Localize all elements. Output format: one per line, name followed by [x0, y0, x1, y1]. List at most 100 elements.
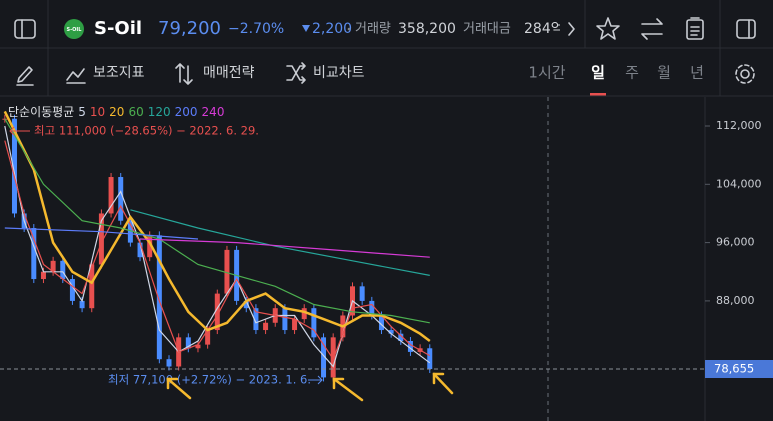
- memo-icon[interactable]: [686, 19, 704, 40]
- price: 79,200: [158, 18, 221, 39]
- indicator-icon[interactable]: [66, 68, 86, 84]
- legend-entry: 120: [148, 105, 171, 119]
- volume-label: 거래량: [355, 22, 391, 37]
- moving-average: [139, 238, 430, 258]
- swap-icon[interactable]: [641, 18, 663, 40]
- candle: [156, 235, 162, 360]
- period-tab[interactable]: 1시간: [528, 64, 565, 82]
- amount-label: 거래대금: [463, 22, 511, 37]
- icon-part: [690, 17, 700, 36]
- y-tick-label: 104,000: [716, 177, 762, 190]
- compare-icon[interactable]: [286, 62, 306, 84]
- current-price-box: [705, 360, 773, 379]
- candle: [378, 315, 384, 331]
- legend-entry: 200: [175, 105, 198, 119]
- settings-icon[interactable]: [740, 69, 750, 79]
- annotation-arrow: [317, 375, 323, 385]
- candle: [321, 337, 327, 378]
- annotation-arrow: [9, 126, 15, 136]
- legend: 단순이동평균 5 10 20 60 120 200 240: [8, 105, 224, 119]
- header: S-OIL S-Oil 79,200 −2.70% 2,200 거래량 358,…: [0, 0, 773, 96]
- candle: [292, 319, 298, 331]
- highlight-arrow-head: [432, 372, 445, 385]
- candle: [263, 322, 269, 331]
- volume: 358,200: [398, 21, 456, 37]
- highlight-arrow-head: [166, 377, 179, 390]
- toolbar: 보조지표 매매전략 비교차트 1시간 일 주 월 년: [0, 62, 773, 97]
- period-tab[interactable]: 일: [591, 64, 605, 82]
- period-tab[interactable]: 주: [625, 64, 639, 82]
- sidebar-toggle[interactable]: [14, 19, 36, 39]
- candle: [205, 330, 211, 345]
- change: 2,200: [312, 21, 352, 37]
- moving-average: [4, 118, 430, 324]
- candle: [40, 271, 46, 280]
- highlight-arrow: [332, 377, 364, 402]
- candle: [31, 228, 37, 280]
- candle: [282, 308, 288, 331]
- scroll-right[interactable]: [568, 22, 575, 36]
- min-annotation: 최저 77,100 (+2.72%) − 2023. 1. 6.: [108, 373, 311, 387]
- candle: [137, 242, 143, 258]
- candle: [69, 279, 75, 301]
- candle: [118, 177, 124, 221]
- highlight-arrow-head: [332, 377, 345, 390]
- icon-part: [735, 64, 755, 84]
- moving-average: [130, 209, 430, 276]
- tool-label[interactable]: 매매전략: [203, 65, 255, 81]
- period-tab[interactable]: 년: [690, 64, 704, 82]
- amount: 284억: [524, 21, 564, 37]
- moving-average: [4, 140, 431, 361]
- logo-text: S-OIL: [67, 27, 83, 33]
- legend-entry: 60: [128, 105, 143, 119]
- candle: [224, 249, 230, 294]
- tool-label[interactable]: 보조지표: [93, 65, 145, 81]
- max-annotation: 최고 111,000 (−28.65%) − 2022. 6. 29.: [34, 124, 259, 138]
- favorite-icon[interactable]: [596, 17, 620, 40]
- candle: [330, 337, 336, 378]
- strategy-icon[interactable]: [175, 63, 193, 85]
- candle: [79, 300, 85, 309]
- candle: [108, 177, 114, 214]
- moving-average: [4, 125, 431, 368]
- candle: [89, 264, 95, 309]
- legend-entry: 240: [202, 105, 225, 119]
- chart: 112,000 104,000 96,000 88,000 단순이동평균 5 10 20 60 1…: [0, 97, 773, 421]
- candle: [253, 308, 259, 331]
- candle: [359, 286, 365, 301]
- candle: [398, 333, 404, 341]
- candle: [407, 340, 413, 352]
- candle: [301, 308, 307, 320]
- candle: [369, 300, 375, 316]
- candle: [98, 213, 104, 265]
- period-tabs: 1시간 일 주 월 년: [528, 64, 704, 96]
- highlight-arrow: [166, 377, 192, 400]
- y-tick-label: 96,000: [716, 236, 755, 249]
- panel-toggle[interactable]: [736, 19, 756, 39]
- candle: [147, 235, 153, 258]
- candle: [243, 300, 249, 309]
- candle: [388, 330, 394, 334]
- candle: [427, 348, 433, 370]
- current-price-label: 78,655: [714, 362, 754, 376]
- candle: [185, 337, 191, 349]
- legend-entry: 단순이동평균: [8, 105, 74, 119]
- highlight-arrow: [432, 372, 454, 395]
- legend-entry: 5: [78, 105, 86, 119]
- candle: [311, 308, 317, 338]
- moving-average: [4, 227, 199, 240]
- candle: [195, 344, 201, 349]
- legend-entry: 20: [109, 105, 124, 119]
- moving-average: [3, 110, 431, 342]
- tool-label[interactable]: 비교차트: [313, 65, 365, 81]
- stock-name: S-Oil: [94, 18, 142, 39]
- y-tick-label: 88,000: [716, 294, 755, 307]
- period-tab[interactable]: 월: [657, 64, 671, 82]
- selected-indicator: [590, 93, 606, 96]
- candle: [11, 118, 17, 214]
- down-triangle: [302, 25, 310, 32]
- draw-tool[interactable]: [16, 66, 34, 86]
